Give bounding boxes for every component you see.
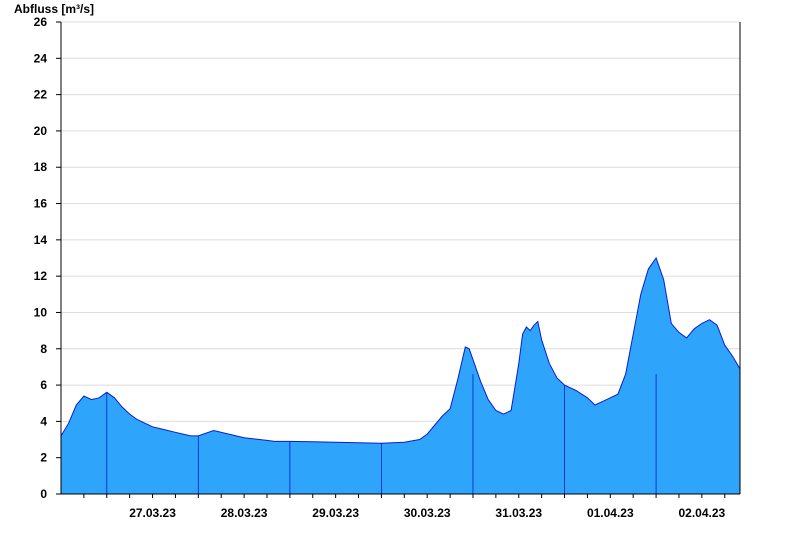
y-tick-label: 2 [40, 451, 47, 465]
discharge-area [61, 258, 740, 494]
x-tick-label: 30.03.23 [404, 506, 451, 520]
y-tick-label: 4 [40, 414, 47, 428]
y-tick-label: 14 [34, 233, 48, 247]
y-tick-label: 16 [34, 197, 48, 211]
y-tick-label: 24 [34, 51, 48, 65]
y-tick-label: 12 [34, 269, 48, 283]
y-tick-label: 22 [34, 88, 48, 102]
y-tick-label: 6 [40, 378, 47, 392]
x-tick-label: 29.03.23 [312, 506, 359, 520]
x-tick-label: 01.04.23 [587, 506, 634, 520]
x-tick-label: 02.04.23 [678, 506, 725, 520]
y-axis-label: Abfluss [m³/s] [14, 2, 94, 16]
y-tick-label: 8 [40, 342, 47, 356]
x-tick-label: 27.03.23 [129, 506, 176, 520]
axes [60, 22, 741, 495]
y-tick-label: 18 [34, 160, 48, 174]
x-tick-label: 28.03.23 [221, 506, 268, 520]
grid-lines [61, 21, 740, 459]
y-tick-label: 20 [34, 124, 48, 138]
x-axis-ticks: 27.03.23 28.03.23 29.03.23 30.03.23 31.03.23… [83, 494, 726, 520]
y-tick-label: 10 [34, 305, 48, 319]
y-tick-label: 0 [40, 487, 47, 501]
x-tick-label: 31.03.23 [495, 506, 542, 520]
discharge-line [60, 256, 741, 444]
y-tick-label: 26 [34, 15, 48, 29]
